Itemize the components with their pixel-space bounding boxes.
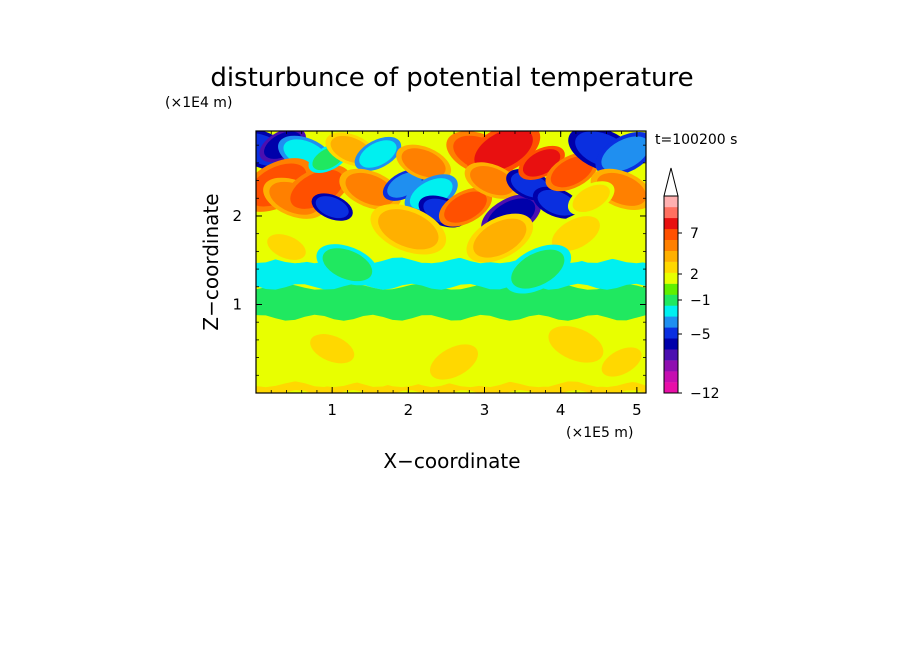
anomaly-patch — [511, 249, 565, 289]
colorbar-segment — [664, 316, 678, 328]
chart-title: disturbunce of potential temperature — [210, 63, 693, 93]
anomaly-patch — [310, 334, 355, 364]
anomaly-patch — [378, 209, 439, 250]
colorbar-segment — [664, 196, 678, 208]
x-tick-label: 4 — [556, 401, 566, 419]
temperature-anomalies — [256, 131, 646, 385]
x-unit-label: (×1E5 m) — [566, 425, 633, 441]
colorbar-segment — [664, 305, 678, 317]
colorbar-segment — [664, 217, 678, 230]
colorbar-label: −1 — [690, 293, 711, 309]
y-unit-label: (×1E4 m) — [165, 95, 232, 111]
anomaly-patch — [429, 344, 479, 380]
colorbar-segment — [664, 272, 678, 284]
contour-band — [256, 381, 646, 393]
anomaly-patch — [551, 216, 600, 252]
colorbar-segment — [664, 349, 678, 361]
colorbar-segment — [664, 206, 678, 219]
colorbar: 7 2 −1 −5 −12 — [663, 167, 720, 402]
colorbar-segment — [664, 371, 678, 383]
anomaly-patch — [359, 140, 397, 168]
colorbar-label: −5 — [690, 327, 711, 343]
x-tick-label: 1 — [327, 401, 337, 419]
anomaly-patch — [315, 196, 349, 219]
colorbar-label: −12 — [690, 386, 720, 402]
anomaly-patch — [537, 189, 577, 216]
time-label: t=100200 s — [655, 132, 737, 148]
colorbar-segment — [664, 294, 678, 306]
anomaly-patch — [470, 165, 515, 196]
anomaly-patch — [572, 184, 610, 213]
colorbar-segment — [664, 338, 678, 350]
colorbar-segment — [664, 239, 678, 251]
plot-area — [256, 131, 646, 393]
colorbar-label: 7 — [690, 226, 699, 242]
colorbar-segment — [664, 228, 678, 240]
colorbar-segment — [664, 283, 678, 295]
colorbar-segment — [664, 360, 678, 372]
anomaly-patch — [601, 136, 646, 172]
colorbar-segment — [664, 261, 678, 273]
anomaly-patch — [345, 172, 396, 206]
colorbar-extend-triangle — [663, 167, 679, 197]
x-tick-label: 3 — [480, 401, 490, 419]
plot-frame — [255, 130, 647, 394]
anomaly-patch — [444, 191, 487, 223]
colorbar-segment — [664, 327, 678, 339]
anomaly-patch — [548, 326, 604, 363]
colorbar-segment — [664, 250, 678, 262]
anomaly-patch — [550, 156, 594, 188]
y-tick-label: 2 — [232, 207, 242, 225]
x-tick-label: 2 — [404, 401, 414, 419]
x-axis-ticks: 1 2 3 4 5 — [270, 131, 642, 419]
anomaly-patch — [601, 347, 642, 377]
y-axis-ticks: 12 — [232, 144, 646, 376]
anomaly-patch — [401, 148, 446, 178]
anomaly-patch — [473, 218, 527, 258]
contour-band — [256, 283, 646, 321]
y-tick-label: 1 — [232, 295, 242, 313]
colorbar-segment — [664, 382, 678, 394]
colorbar-label: 2 — [690, 267, 699, 283]
anomaly-patch — [267, 234, 306, 260]
x-axis-label: X−coordinate — [383, 449, 520, 473]
anomaly-patch — [322, 248, 373, 282]
x-tick-label: 5 — [632, 401, 642, 419]
y-axis-label: Z−coordinate — [199, 193, 223, 330]
anomaly-patch — [474, 131, 533, 172]
